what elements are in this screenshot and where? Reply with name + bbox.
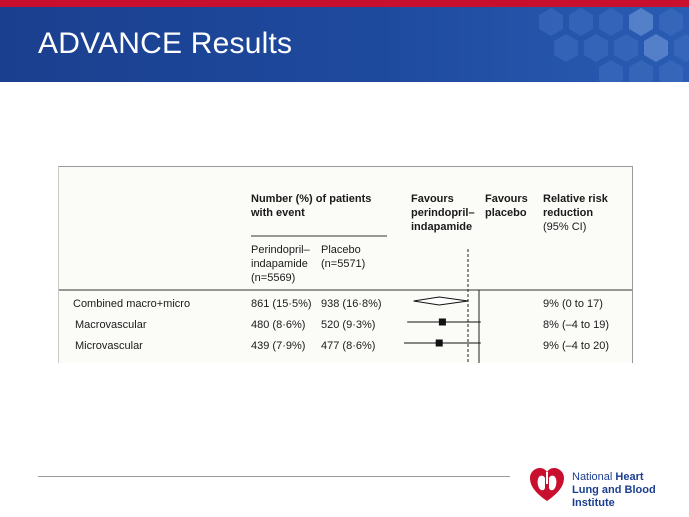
favours-treat-line2: perindopril– — [411, 207, 475, 219]
row-treatment: 480 (8·6%) — [251, 319, 305, 331]
top-stripe — [0, 0, 689, 7]
row-rrr: 9% (0 to 17) — [543, 298, 603, 310]
rrr-header-line3: (95% CI) — [543, 221, 586, 233]
logo-line1-b: Heart — [615, 471, 644, 483]
slide-title: ADVANCE Results — [38, 27, 293, 60]
col-treat-line2: indapamide — [251, 258, 308, 270]
forest-plot-table: Number (%) of patients with event Perind… — [58, 166, 633, 363]
col-placebo-line2: (n=5571) — [321, 258, 365, 270]
logo-text: National Heart Lung and Blood Institute — [572, 471, 678, 510]
hexagon-pattern — [539, 8, 689, 82]
row-rrr: 8% (–4 to 19) — [543, 319, 609, 331]
footer-divider — [38, 476, 510, 477]
row-label: Combined macro+micro — [73, 298, 190, 310]
favours-placebo-line2: placebo — [485, 207, 527, 219]
header-patients-line2: with event — [250, 207, 305, 219]
row-rrr: 9% (–4 to 20) — [543, 340, 609, 352]
estimate-square — [438, 318, 446, 326]
forest-marks — [404, 296, 481, 347]
logo-line1-a: National — [572, 471, 616, 483]
rrr-header-line1: Relative risk — [543, 193, 609, 205]
col-placebo-line1: Placebo — [321, 244, 361, 256]
row-placebo: 520 (9·3%) — [321, 319, 375, 331]
favours-treat-line3: indapamide — [411, 221, 472, 233]
row-treatment: 439 (7·9%) — [251, 340, 305, 352]
row-placebo: 938 (16·8%) — [321, 298, 382, 310]
row-label: Macrovascular — [75, 319, 147, 331]
row-label: Microvascular — [75, 340, 143, 352]
estimate-diamond — [413, 296, 469, 306]
logo-line2: Lung and Blood Institute — [572, 484, 656, 509]
col-treat-line1: Perindopril– — [251, 244, 311, 256]
rrr-header-line2: reduction — [543, 207, 593, 219]
row-treatment: 861 (15·5%) — [251, 298, 312, 310]
title-banner: ADVANCE Results — [0, 7, 689, 82]
nhlbi-logo: National Heart Lung and Blood Institute — [528, 466, 678, 509]
header-patients-line1: Number (%) of patients — [251, 193, 371, 205]
row-placebo: 477 (8·6%) — [321, 340, 375, 352]
col-treat-line3: (n=5569) — [251, 272, 295, 284]
forest-plot-svg: Number (%) of patients with event Perind… — [59, 193, 632, 363]
heart-lung-icon — [530, 468, 564, 501]
estimate-square — [435, 339, 443, 347]
favours-placebo-line1: Favours — [485, 193, 528, 205]
favours-treat-line1: Favours — [411, 193, 454, 205]
